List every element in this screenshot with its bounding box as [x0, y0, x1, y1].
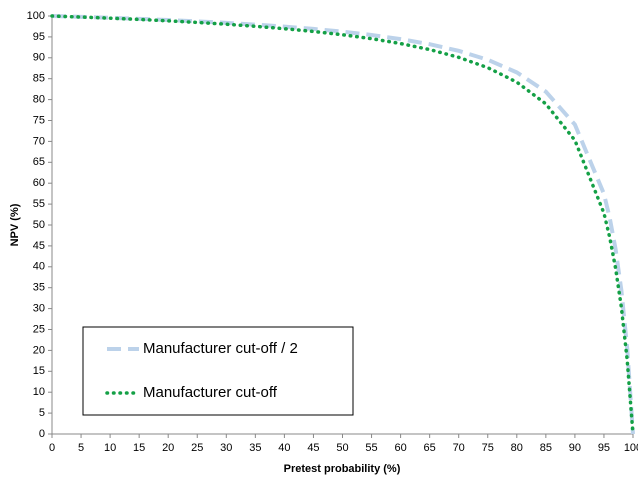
- x-tick-label: 65: [424, 442, 436, 454]
- y-axis-title: NPV (%): [9, 203, 21, 246]
- x-tick-label: 70: [453, 442, 465, 454]
- x-tick-label: 40: [278, 442, 290, 454]
- y-tick-label: 30: [33, 303, 45, 315]
- y-tick-label: 40: [33, 261, 45, 273]
- y-tick-label: 45: [33, 240, 45, 252]
- x-tick-label: 100: [624, 442, 638, 454]
- y-tick-label: 5: [39, 407, 45, 419]
- y-tick-label: 80: [33, 94, 45, 106]
- y-tick-label: 25: [33, 323, 45, 335]
- x-axis-title: Pretest probability (%): [284, 463, 401, 475]
- legend-label: Manufacturer cut-off: [143, 384, 278, 401]
- x-tick-label: 80: [511, 442, 523, 454]
- y-tick-label: 75: [33, 114, 45, 126]
- y-tick-label: 70: [33, 135, 45, 147]
- x-tick-label: 15: [133, 442, 145, 454]
- y-tick-label: 35: [33, 282, 45, 294]
- y-tick-label: 55: [33, 198, 45, 210]
- y-tick-label: 20: [33, 344, 45, 356]
- y-tick-label: 50: [33, 219, 45, 231]
- x-tick-label: 95: [598, 442, 610, 454]
- x-tick-label: 85: [540, 442, 552, 454]
- y-tick-label: 100: [27, 10, 45, 22]
- x-tick-label: 0: [49, 442, 55, 454]
- x-tick-label: 75: [482, 442, 494, 454]
- x-tick-label: 25: [191, 442, 203, 454]
- y-tick-label: 85: [33, 73, 45, 85]
- series-line: [50, 14, 635, 436]
- y-tick-label: 15: [33, 365, 45, 377]
- x-tick-label: 50: [336, 442, 348, 454]
- x-tick-label: 10: [104, 442, 116, 454]
- x-tick-label: 60: [394, 442, 406, 454]
- x-tick-label: 55: [365, 442, 377, 454]
- y-tick-label: 65: [33, 156, 45, 168]
- x-tick-label: 30: [220, 442, 232, 454]
- y-tick-label: 95: [33, 31, 45, 43]
- x-tick-label: 45: [307, 442, 319, 454]
- legend-label: Manufacturer cut-off / 2: [143, 340, 298, 357]
- y-tick-label: 60: [33, 177, 45, 189]
- y-tick-label: 10: [33, 386, 45, 398]
- x-tick-label: 90: [569, 442, 581, 454]
- legend-box: [82, 326, 354, 416]
- x-tick-label: 5: [78, 442, 84, 454]
- y-tick-label: 90: [33, 52, 45, 64]
- x-tick-label: 35: [249, 442, 261, 454]
- x-tick-label: 20: [162, 442, 174, 454]
- y-tick-label: 0: [39, 428, 45, 440]
